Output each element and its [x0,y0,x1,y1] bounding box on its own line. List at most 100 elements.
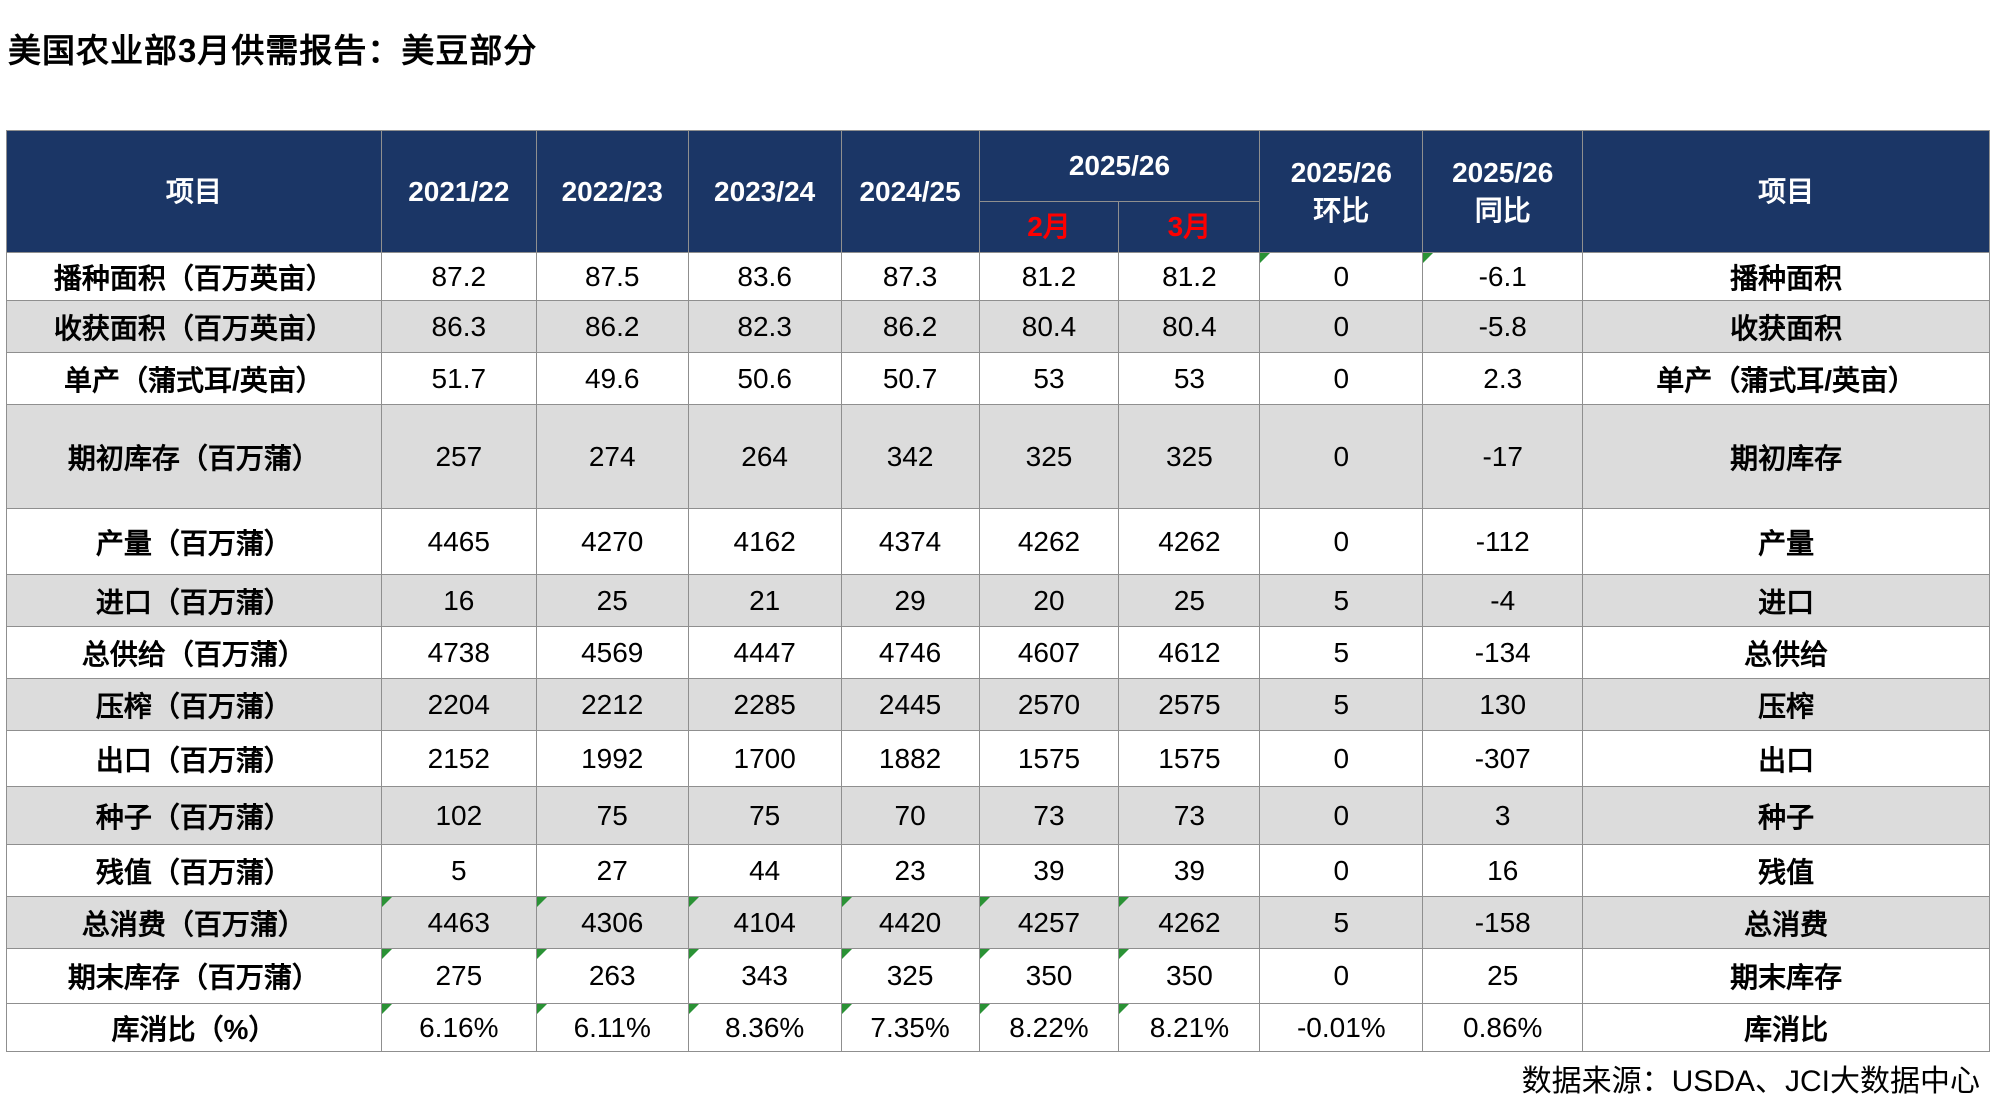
value-cell: 23 [840,844,980,897]
header-year-2021-22: 2021/22 [380,130,537,253]
header-mom-change: 2025/26 环比 [1259,130,1424,253]
row-label-right: 播种面积 [1582,252,1990,301]
row-label-left: 单产（蒲式耳/英亩） [6,352,382,405]
value-cell: -158 [1422,896,1584,949]
data-source-note: 数据来源：USDA、JCI大数据中心 [1521,1065,1980,1098]
table-row: 残值（百万蒲） 5 27 44 23 39 39 0 16 残值 [6,844,1990,897]
row-label-left: 残值（百万蒲） [6,844,382,897]
value-cell: 87.2 [380,252,537,301]
value-cell: 325 [1118,404,1261,509]
green-flag-icon [537,949,547,959]
value-cell: 7.35% [840,1003,980,1052]
table-row: 进口（百万蒲） 16 25 21 29 20 25 5 -4 进口 [6,574,1990,627]
value-cell: 86.2 [535,300,689,353]
value-cell: 5 [1259,678,1424,731]
table-row: 期初库存（百万蒲） 257 274 264 342 325 325 0 -17 … [6,404,1990,509]
green-flag-icon [1119,897,1130,907]
value-cell: 130 [1422,678,1584,731]
table-row: 收获面积（百万英亩） 86.3 86.2 82.3 86.2 80.4 80.4… [6,300,1990,353]
header-month-feb: 2月 [978,201,1120,253]
row-label-left: 库消比（%） [6,1003,382,1052]
value-cell: 325 [978,404,1120,509]
value-cell: 29 [840,574,980,627]
value-cell: 0 [1259,404,1424,509]
value-cell: 4738 [380,626,537,679]
value-cell: 6.11% [535,1003,689,1052]
value-cell: 53 [1118,352,1261,405]
value-cell: 1700 [687,730,842,787]
value-cell: 1992 [535,730,689,787]
value-cell: 102 [380,786,537,845]
value-cell: 5 [1259,626,1424,679]
value-cell: 4262 [978,508,1120,575]
value-cell: 1575 [1118,730,1261,787]
table-row: 总消费（百万蒲） 4463 4306 4104 4420 4257 4262 5… [6,896,1990,949]
value-cell: 4607 [978,626,1120,679]
row-label-left: 产量（百万蒲） [6,508,382,575]
green-flag-icon [842,1004,852,1014]
green-flag-icon [382,1004,392,1014]
value-cell: 81.2 [978,252,1120,301]
value-cell: 16 [380,574,537,627]
value-cell: 2575 [1118,678,1261,731]
value-cell: 4306 [535,896,689,949]
value-cell: 2445 [840,678,980,731]
table-row: 出口（百万蒲） 2152 1992 1700 1882 1575 1575 0 … [6,730,1990,787]
table-row: 总供给（百万蒲） 4738 4569 4447 4746 4607 4612 5… [6,626,1990,679]
table-row: 种子（百万蒲） 102 75 75 70 73 73 0 3 种子 [6,786,1990,845]
row-label-right: 压榨 [1582,678,1990,731]
value-cell: 4262 [1118,508,1261,575]
header-year-group-2025-26: 2025/26 [978,130,1261,202]
row-label-right: 残值 [1582,844,1990,897]
page-title: 美国农业部3月供需报告：美豆部分 [8,32,538,69]
value-cell: 4465 [380,508,537,575]
green-flag-icon [980,897,990,907]
header-month-mar: 3月 [1118,201,1261,253]
value-cell: 2152 [380,730,537,787]
row-label-right: 期末库存 [1582,948,1990,1004]
value-cell: 1882 [840,730,980,787]
value-cell: 82.3 [687,300,842,353]
value-cell: 343 [687,948,842,1004]
value-cell: 4463 [380,896,537,949]
value-cell: 4612 [1118,626,1261,679]
value-cell: 51.7 [380,352,537,405]
value-cell: 2285 [687,678,842,731]
green-flag-icon [1260,253,1271,263]
value-cell: 4270 [535,508,689,575]
green-flag-icon [689,949,699,959]
value-cell: 8.21% [1118,1003,1261,1052]
value-cell: 39 [1118,844,1261,897]
row-label-left: 出口（百万蒲） [6,730,382,787]
value-cell: 4569 [535,626,689,679]
value-cell: 2.3 [1422,352,1584,405]
table-row: 期末库存（百万蒲） 275 263 343 325 350 350 0 25 期… [6,948,1990,1004]
value-cell: 0 [1259,252,1424,301]
value-cell: 75 [687,786,842,845]
value-cell: 4262 [1118,896,1261,949]
table-row: 产量（百万蒲） 4465 4270 4162 4374 4262 4262 0 … [6,508,1990,575]
table-row: 压榨（百万蒲） 2204 2212 2285 2445 2570 2575 5 … [6,678,1990,731]
value-cell: 3 [1422,786,1584,845]
value-cell: 264 [687,404,842,509]
value-cell: 21 [687,574,842,627]
value-cell: 325 [840,948,980,1004]
value-cell: -4 [1422,574,1584,627]
row-label-right: 出口 [1582,730,1990,787]
value-cell: 4420 [840,896,980,949]
green-flag-icon [537,897,547,907]
value-cell: 8.22% [978,1003,1120,1052]
value-cell: 4746 [840,626,980,679]
value-cell: 2204 [380,678,537,731]
row-label-left: 压榨（百万蒲） [6,678,382,731]
row-label-left: 总消费（百万蒲） [6,896,382,949]
header-yoy-change: 2025/26 同比 [1422,130,1584,253]
value-cell: 81.2 [1118,252,1261,301]
row-label-left: 播种面积（百万英亩） [6,252,382,301]
green-flag-icon [1423,253,1434,263]
value-cell: 5 [1259,574,1424,627]
green-flag-icon [382,897,392,907]
value-cell: 86.2 [840,300,980,353]
supply-demand-table: 项目 2021/22 2022/23 2023/24 2024/25 2025/… [6,130,1990,1052]
value-cell: 263 [535,948,689,1004]
